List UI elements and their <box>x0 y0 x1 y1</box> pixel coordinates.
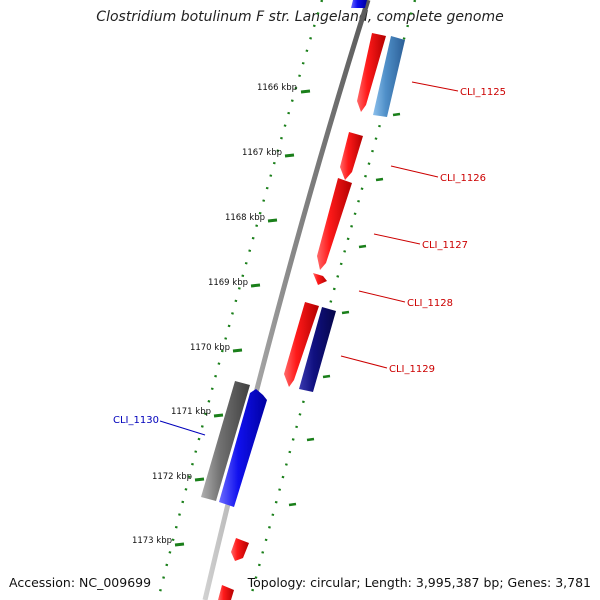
tick-label: 1166 kbp <box>257 83 297 93</box>
gene-cli-1130-gray[interactable] <box>201 381 250 501</box>
tick-label: 1169 kbp <box>208 278 248 288</box>
gene-label-cli-1126[interactable]: CLI_1126 <box>440 173 486 184</box>
genome-summary-text: Topology: circular; Length: 3,995,387 bp… <box>247 575 591 590</box>
tick-label: 1171 kbp <box>171 407 211 417</box>
gene-cli-1129-navy[interactable] <box>299 307 336 392</box>
gene-cli-1129-red[interactable] <box>284 302 319 387</box>
gene-cli-1128[interactable] <box>313 273 327 285</box>
gene-partial-top[interactable] <box>351 0 367 8</box>
outer-minor-ticks <box>288 112 401 507</box>
gene-lower-red-1[interactable] <box>231 538 249 561</box>
tick-mark <box>300 89 311 94</box>
tick-mark <box>232 348 243 353</box>
gene-lower-red-2[interactable] <box>218 585 234 600</box>
gene-cli-1127[interactable] <box>317 178 352 270</box>
gene-cli-1126[interactable] <box>340 132 363 180</box>
tick-mark <box>213 413 224 418</box>
tick-mark <box>250 283 261 288</box>
tick-mark <box>267 218 278 223</box>
tick-label: 1173 kbp <box>132 536 172 546</box>
tick-mark <box>284 153 295 158</box>
gene-cli-1130-blue[interactable] <box>219 389 267 507</box>
map-title: Clostridium botulinum F str. Langeland, … <box>96 9 504 25</box>
tick-label: 1170 kbp <box>190 343 230 353</box>
gene-label-cli-1125[interactable]: CLI_1125 <box>460 87 506 98</box>
tick-mark <box>194 477 205 482</box>
leader-lines <box>159 81 459 436</box>
gene-label-cli-1130[interactable]: CLI_1130 <box>113 415 159 426</box>
tick-mark <box>174 542 185 547</box>
gene-cli-1125[interactable] <box>357 33 386 112</box>
kbp-tick-group: 1166 kbp 1167 kbp 1168 kbp 1169 kbp 1170… <box>132 83 311 547</box>
gene-steelblue[interactable] <box>373 36 405 117</box>
tick-label: 1172 kbp <box>152 472 192 482</box>
tick-label: 1167 kbp <box>242 148 282 158</box>
gene-label-cli-1129[interactable]: CLI_1129 <box>389 364 435 375</box>
inner-tick-track <box>156 0 324 600</box>
accession-text: Accession: NC_009699 <box>9 575 152 590</box>
gene-label-cli-1128[interactable]: CLI_1128 <box>407 298 453 309</box>
tick-label: 1168 kbp <box>225 213 265 223</box>
gene-label-cli-1127[interactable]: CLI_1127 <box>422 240 468 251</box>
genome-backbone <box>202 0 371 600</box>
